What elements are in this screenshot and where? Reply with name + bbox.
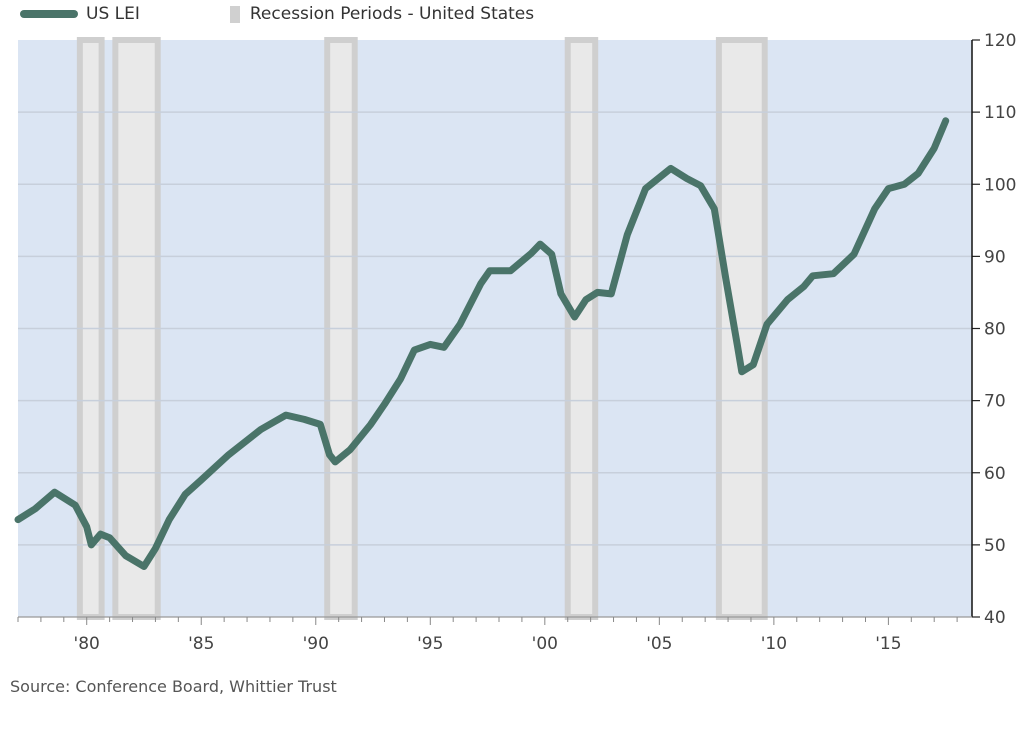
data-point [574, 316, 576, 318]
data-point [443, 346, 445, 348]
x-tick-label: '10 [761, 634, 787, 654]
data-point [370, 423, 372, 425]
data-point [125, 555, 127, 557]
x-tick-label: '85 [188, 634, 214, 654]
legend-line-swatch [20, 10, 78, 18]
y-tick-label: 120 [984, 31, 1016, 51]
data-point [143, 566, 145, 568]
x-tick-label: '90 [303, 634, 329, 654]
data-point [109, 537, 111, 539]
data-point [99, 533, 101, 535]
data-point [400, 378, 402, 380]
legend: US LEI Recession Periods - United States [20, 4, 534, 24]
data-point [933, 147, 935, 149]
data-point [303, 418, 305, 420]
data-point [54, 491, 56, 493]
data-point [945, 120, 947, 122]
data-point [803, 286, 805, 288]
y-tick-label: 40 [984, 608, 1006, 628]
data-point [560, 293, 562, 295]
data-point [349, 449, 351, 451]
data-point [903, 183, 905, 185]
data-point [383, 403, 385, 405]
data-point [154, 547, 156, 549]
data-point [670, 167, 672, 169]
data-point [597, 291, 599, 293]
data-point [74, 504, 76, 506]
data-point [700, 185, 702, 187]
data-point [200, 479, 202, 481]
data-point [429, 343, 431, 345]
data-point [17, 519, 19, 521]
data-point [184, 493, 186, 495]
data-point [917, 172, 919, 174]
source-note: Source: Conference Board, Whittier Trust [10, 677, 337, 696]
x-tick-label: '05 [646, 634, 672, 654]
data-point [34, 508, 36, 510]
data-point [551, 253, 553, 255]
data-point [752, 364, 754, 366]
data-point [260, 428, 262, 430]
data-point [874, 208, 876, 210]
data-point [645, 188, 647, 190]
y-tick-label: 110 [984, 103, 1016, 123]
data-point [713, 208, 715, 210]
data-point [812, 275, 814, 277]
data-point [530, 252, 532, 254]
data-point [585, 299, 587, 301]
series-line-us-lei [14, 117, 950, 570]
data-point [766, 323, 768, 325]
data-point [853, 253, 855, 255]
x-tick-label: '15 [875, 634, 901, 654]
data-point [539, 243, 541, 245]
y-tick-label: 60 [984, 464, 1006, 484]
data-point [509, 270, 511, 272]
data-point [725, 278, 727, 280]
legend-label-recession: Recession Periods - United States [249, 4, 535, 24]
x-tick-label: '00 [532, 634, 558, 654]
y-tick-label: 100 [984, 175, 1016, 195]
y-tick-label: 50 [984, 536, 1006, 556]
data-point [413, 349, 415, 351]
y-tick-label: 90 [984, 247, 1006, 267]
x-tick-label: '95 [417, 634, 443, 654]
data-point [319, 423, 321, 425]
data-point [741, 371, 743, 373]
data-point [736, 343, 738, 345]
data-point [334, 461, 336, 463]
data-point [887, 188, 889, 190]
legend-band-swatch [229, 5, 240, 23]
data-point [610, 293, 612, 295]
data-point [480, 283, 482, 285]
data-point [86, 526, 88, 528]
data-point [489, 270, 491, 272]
data-point [90, 544, 92, 546]
data-point [459, 323, 461, 325]
data-point [686, 177, 688, 179]
data-point [832, 273, 834, 275]
data-point [626, 234, 628, 236]
data-point [329, 454, 331, 456]
y-tick-label: 80 [984, 320, 1006, 340]
x-tick-label: '80 [74, 634, 100, 654]
data-point [168, 519, 170, 521]
data-point [787, 299, 789, 301]
data-point [228, 454, 230, 456]
y-tick-label: 70 [984, 392, 1006, 412]
data-point [285, 414, 287, 416]
legend-label-lei: US LEI [86, 4, 140, 24]
